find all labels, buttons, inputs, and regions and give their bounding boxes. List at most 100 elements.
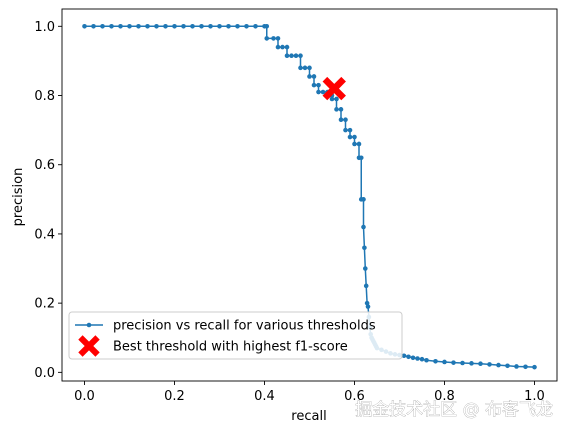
x-tick-label: 1.0 [524, 389, 545, 404]
y-tick-label: 0.4 [34, 227, 55, 242]
y-tick-label: 1.0 [34, 20, 55, 35]
legend-label-curve: precision vs recall for various threshol… [113, 319, 376, 334]
precision-recall-point [127, 24, 132, 29]
precision-recall-point [334, 96, 339, 102]
precision-recall-point [364, 300, 370, 306]
precision-recall-point [311, 82, 317, 88]
precision-recall-point [363, 283, 369, 289]
precision-recall-point [244, 24, 249, 29]
precision-recall-point [307, 74, 312, 79]
precision-recall-point [358, 155, 364, 161]
x-tick-label: 0.2 [164, 389, 185, 404]
precision-recall-point [406, 354, 411, 360]
precision-recall-point [311, 74, 317, 79]
precision-recall-point [316, 89, 321, 95]
precision-recall-point [424, 357, 429, 363]
precision-recall-point [172, 24, 177, 29]
x-tick-label: 0.6 [344, 389, 365, 404]
legend-x-marker [78, 335, 100, 357]
precision-recall-point [329, 96, 335, 102]
y-tick-label: 0.6 [34, 158, 55, 173]
precision-recall-point [365, 304, 371, 309]
precision-recall-point [264, 24, 270, 29]
precision-recall-point [433, 358, 438, 364]
precision-recall-point [362, 245, 367, 251]
precision-recall-point [451, 360, 456, 365]
precision-recall-point [217, 24, 222, 29]
x-tick-label: 0.8 [434, 389, 455, 404]
precision-recall-point [523, 364, 528, 370]
precision-recall-point [154, 24, 159, 29]
precision-recall-point [460, 360, 465, 366]
axes: 0.0 0.2 0.4 0.6 0.8 1.0 0.0 0.2 0.4 0.6 0.8 1.0 [34, 8, 558, 404]
precision-recall-point [478, 361, 483, 367]
precision-recall-point [109, 24, 114, 29]
legend-label-best-threshold: Best threshold with highest f1-score [113, 340, 348, 355]
precision-recall-point [208, 24, 213, 29]
precision-recall-point [181, 24, 186, 29]
precision-recall-point [264, 36, 270, 41]
precision-recall-point [316, 82, 321, 88]
precision-recall-point [469, 361, 474, 366]
precision-recall-point [514, 364, 519, 369]
precision-recall-point [284, 53, 290, 59]
y-tick-label: 0.8 [34, 89, 55, 104]
precision-recall-point [320, 89, 326, 95]
precision-recall-point [100, 24, 105, 29]
precision-recall-point [163, 24, 168, 29]
precision-recall-point [347, 127, 353, 133]
precision-recall-point [275, 36, 281, 41]
precision-recall-point [442, 359, 447, 365]
precision-recall-point [363, 266, 368, 271]
precision-recall-point [275, 44, 281, 50]
precision-recall-point [334, 107, 339, 112]
precision-recall-point [496, 362, 501, 368]
precision-recall-point [298, 65, 303, 71]
axes-frame [61, 8, 558, 382]
best-threshold-marker [322, 76, 346, 101]
precision-recall-point [226, 24, 231, 29]
legend: precision vs recall for various threshol… [68, 311, 403, 360]
precision-recall-point [289, 53, 294, 59]
precision-recall-point [91, 24, 96, 29]
precision-recall-point [338, 117, 344, 123]
y-axis-label: precision [11, 168, 26, 227]
precision-recall-point [82, 24, 87, 29]
precision-recall-point [352, 134, 357, 140]
legend-line-marker [86, 322, 92, 328]
precision-recall-point [343, 127, 348, 133]
y-tick-label: 0.0 [34, 366, 55, 381]
precision-recall-point [298, 53, 303, 59]
precision-recall-point [271, 36, 276, 41]
x-tick-label: 0.4 [254, 389, 275, 404]
precision-recall-point [307, 65, 312, 71]
precision-recall-point [199, 24, 204, 29]
legend-box [68, 311, 403, 360]
precision-recall-point [136, 24, 141, 29]
precision-recall-point [280, 44, 285, 50]
precision-recall-point [487, 362, 492, 367]
precision-recall-point [419, 356, 425, 362]
precision-recall-point [410, 355, 416, 361]
watermark-text: 掘金技术社区 @ 布客飞龙 [355, 400, 553, 420]
precision-recall-point [302, 65, 308, 71]
precision-recall-point [190, 24, 195, 29]
precision-recall-point [343, 117, 348, 123]
precision-recall-point [253, 24, 258, 29]
precision-recall-point [361, 197, 366, 202]
precision-recall-point [415, 356, 420, 361]
precision-recall-point [284, 44, 290, 50]
precision-recall-point [505, 363, 510, 369]
precision-recall-point [352, 141, 357, 147]
precision-recall-point [361, 224, 366, 230]
precision-recall-point [338, 107, 344, 112]
x-axis-label: recall [291, 409, 326, 424]
x-tick-label: 0.0 [74, 389, 95, 404]
precision-recall-point [347, 134, 353, 140]
precision-recall-point [145, 24, 150, 29]
precision-recall-point [356, 141, 362, 147]
precision-recall-point [235, 24, 240, 29]
precision-recall-point [532, 364, 537, 370]
y-tick-label: 0.2 [34, 297, 55, 312]
